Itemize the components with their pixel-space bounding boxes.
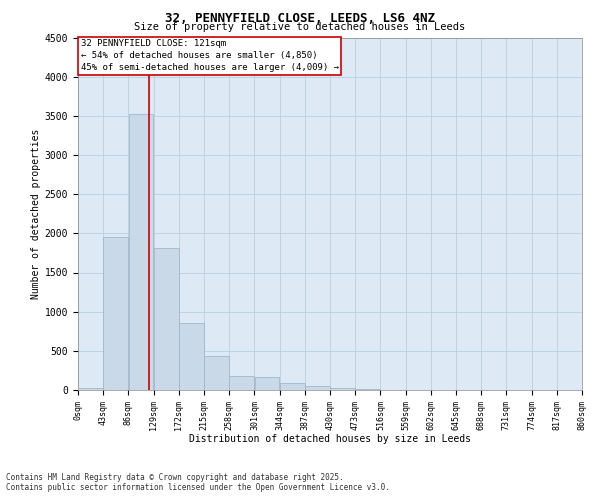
Bar [128, 114, 154, 390]
Bar [305, 386, 330, 390]
Bar [103, 238, 128, 390]
Text: 32 PENNYFIELD CLOSE: 121sqm
← 54% of detached houses are smaller (4,850)
45% of : 32 PENNYFIELD CLOSE: 121sqm ← 54% of det… [80, 40, 338, 72]
Bar [254, 378, 280, 390]
Y-axis label: Number of detached properties: Number of detached properties [31, 128, 41, 299]
Text: Contains HM Land Registry data © Crown copyright and database right 2025.
Contai: Contains HM Land Registry data © Crown c… [6, 473, 390, 492]
Bar [204, 356, 229, 390]
Bar [154, 248, 179, 390]
Text: 32, PENNYFIELD CLOSE, LEEDS, LS6 4NZ: 32, PENNYFIELD CLOSE, LEEDS, LS6 4NZ [165, 12, 435, 26]
Bar [179, 324, 204, 390]
Text: Size of property relative to detached houses in Leeds: Size of property relative to detached ho… [134, 22, 466, 32]
Bar [280, 384, 305, 390]
Bar [330, 388, 355, 390]
Bar [229, 376, 254, 390]
Bar [355, 389, 380, 390]
Bar [78, 388, 103, 390]
X-axis label: Distribution of detached houses by size in Leeds: Distribution of detached houses by size … [189, 434, 471, 444]
